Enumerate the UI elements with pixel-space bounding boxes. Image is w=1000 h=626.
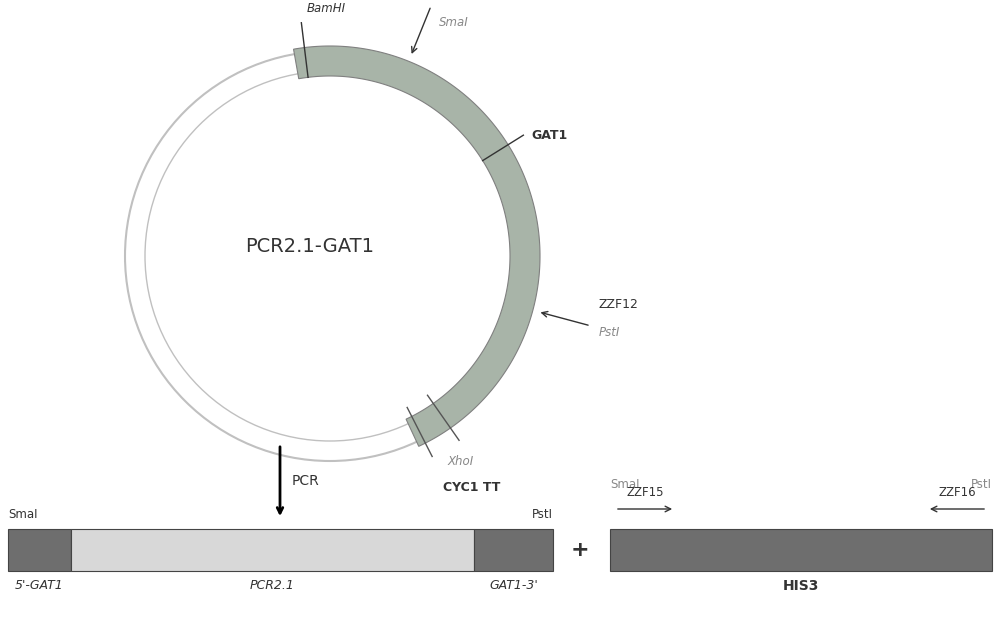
Text: ZZF12: ZZF12	[599, 298, 639, 311]
Text: GAT1: GAT1	[531, 129, 568, 141]
Text: SmaI: SmaI	[8, 508, 38, 521]
Text: BamHI: BamHI	[306, 2, 345, 15]
Polygon shape	[294, 46, 540, 446]
Text: SmaI: SmaI	[610, 478, 640, 491]
Text: 5'-GAT1: 5'-GAT1	[15, 579, 64, 592]
Text: PCR: PCR	[292, 474, 320, 488]
Text: PstI: PstI	[532, 508, 553, 521]
Bar	[474, 529, 553, 571]
Bar	[610, 529, 992, 571]
Text: HIS3: HIS3	[783, 579, 819, 593]
Text: ZZF15: ZZF15	[626, 486, 664, 499]
Text: ZZF16: ZZF16	[938, 486, 976, 499]
Text: PstI: PstI	[971, 478, 992, 491]
Text: GAT1-3': GAT1-3'	[489, 579, 538, 592]
Text: +: +	[571, 540, 589, 560]
Text: XhoI: XhoI	[447, 454, 474, 468]
Bar	[8, 529, 71, 571]
Circle shape	[125, 51, 535, 461]
Text: PCR2.1: PCR2.1	[250, 579, 295, 592]
Text: PstI: PstI	[599, 326, 620, 339]
Text: CYC1 TT: CYC1 TT	[443, 481, 501, 494]
Text: SmaI: SmaI	[439, 16, 469, 29]
Bar	[71, 529, 474, 571]
Text: PCR2.1-GAT1: PCR2.1-GAT1	[245, 237, 374, 255]
